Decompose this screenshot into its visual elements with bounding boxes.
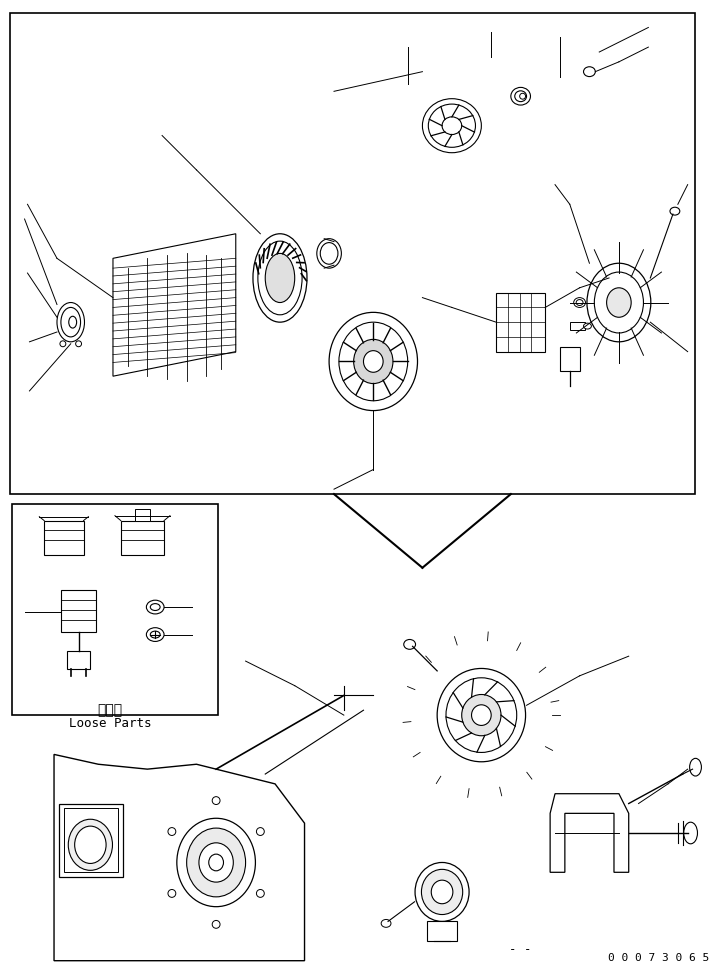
Ellipse shape bbox=[209, 854, 224, 871]
Ellipse shape bbox=[75, 826, 106, 863]
Ellipse shape bbox=[317, 238, 341, 269]
Ellipse shape bbox=[442, 117, 462, 134]
Ellipse shape bbox=[422, 98, 481, 153]
Ellipse shape bbox=[339, 322, 408, 401]
Ellipse shape bbox=[511, 88, 531, 105]
Ellipse shape bbox=[265, 253, 295, 303]
Ellipse shape bbox=[353, 340, 393, 383]
Text: 0 0 0 7 3 0 6 5: 0 0 0 7 3 0 6 5 bbox=[607, 953, 709, 963]
Polygon shape bbox=[550, 794, 629, 873]
Ellipse shape bbox=[146, 600, 164, 614]
Ellipse shape bbox=[177, 818, 255, 907]
Ellipse shape bbox=[258, 241, 302, 315]
Text: - -: - - bbox=[509, 943, 532, 956]
Bar bbox=[135, 509, 151, 521]
Ellipse shape bbox=[607, 288, 631, 317]
Ellipse shape bbox=[428, 104, 475, 147]
Circle shape bbox=[212, 920, 220, 928]
Ellipse shape bbox=[364, 350, 383, 373]
Ellipse shape bbox=[415, 862, 469, 921]
Circle shape bbox=[60, 341, 66, 346]
Circle shape bbox=[75, 341, 82, 346]
Ellipse shape bbox=[690, 758, 701, 776]
Polygon shape bbox=[54, 754, 305, 960]
Ellipse shape bbox=[69, 316, 77, 328]
Bar bbox=[10, 13, 695, 494]
Ellipse shape bbox=[404, 639, 416, 649]
Text: Loose Parts: Loose Parts bbox=[69, 717, 151, 730]
Circle shape bbox=[520, 93, 526, 99]
Ellipse shape bbox=[151, 603, 160, 610]
Bar bbox=[67, 651, 90, 669]
Ellipse shape bbox=[57, 303, 85, 342]
Ellipse shape bbox=[437, 668, 526, 762]
Ellipse shape bbox=[253, 234, 307, 322]
Circle shape bbox=[168, 889, 176, 897]
Circle shape bbox=[257, 828, 265, 836]
Ellipse shape bbox=[422, 869, 462, 915]
Ellipse shape bbox=[320, 242, 338, 265]
Bar bbox=[427, 921, 457, 941]
Bar bbox=[11, 504, 218, 715]
Ellipse shape bbox=[381, 919, 391, 927]
Ellipse shape bbox=[186, 828, 246, 897]
Ellipse shape bbox=[151, 631, 160, 638]
Bar bbox=[496, 293, 545, 351]
Circle shape bbox=[257, 889, 265, 897]
Bar bbox=[64, 809, 118, 873]
Bar bbox=[61, 591, 96, 631]
Ellipse shape bbox=[584, 323, 592, 329]
Bar bbox=[560, 346, 579, 372]
Ellipse shape bbox=[462, 695, 501, 736]
Bar bbox=[570, 322, 584, 330]
Ellipse shape bbox=[576, 300, 583, 306]
Ellipse shape bbox=[584, 67, 595, 77]
Circle shape bbox=[212, 797, 220, 805]
Text: 同個品: 同個品 bbox=[98, 703, 123, 717]
Ellipse shape bbox=[146, 628, 164, 641]
Ellipse shape bbox=[574, 298, 586, 307]
Ellipse shape bbox=[199, 843, 233, 883]
Ellipse shape bbox=[594, 272, 643, 333]
Ellipse shape bbox=[431, 881, 453, 904]
Ellipse shape bbox=[472, 704, 491, 726]
Ellipse shape bbox=[587, 264, 651, 342]
Ellipse shape bbox=[68, 819, 113, 870]
Bar bbox=[121, 521, 164, 555]
Bar bbox=[59, 804, 123, 878]
Ellipse shape bbox=[329, 312, 417, 411]
Polygon shape bbox=[113, 234, 236, 377]
Bar bbox=[44, 521, 83, 555]
Ellipse shape bbox=[670, 207, 680, 215]
Circle shape bbox=[168, 828, 176, 836]
Ellipse shape bbox=[684, 822, 698, 844]
Ellipse shape bbox=[61, 307, 80, 337]
Ellipse shape bbox=[515, 90, 526, 101]
Ellipse shape bbox=[446, 678, 517, 752]
